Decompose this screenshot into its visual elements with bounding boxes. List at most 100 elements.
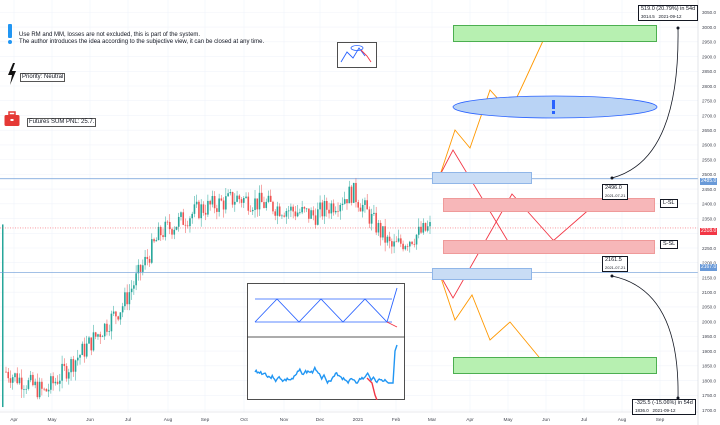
candle-body xyxy=(290,206,292,211)
candle-body xyxy=(429,222,431,227)
bottom-target-price: 1836.0 xyxy=(635,408,649,413)
connector-dot xyxy=(610,274,614,278)
candle-body xyxy=(213,196,216,209)
bull-projection-path xyxy=(439,29,549,176)
x-tick-label: Jun xyxy=(86,417,94,423)
candle-body xyxy=(202,204,205,213)
bear-projection-path xyxy=(439,274,549,369)
candle-body xyxy=(328,209,330,214)
candle-body xyxy=(110,313,113,332)
candle-body xyxy=(18,377,21,384)
candle-body xyxy=(388,236,391,242)
candle-body xyxy=(287,210,290,212)
candle-body xyxy=(352,182,355,203)
x-tick-label: Apr xyxy=(466,417,474,423)
long-sl-date: 2021-07-21 xyxy=(605,193,626,198)
candle-body xyxy=(133,285,135,289)
horizontal-levels xyxy=(0,178,698,273)
candle-body xyxy=(36,381,39,398)
candle-body xyxy=(225,196,227,210)
candle-body xyxy=(142,265,144,272)
candle-body xyxy=(184,224,187,226)
candle-body xyxy=(218,198,220,212)
candle-body xyxy=(391,241,393,247)
exclamation-icon-dot xyxy=(552,111,555,114)
candlestick-series xyxy=(2,177,431,408)
candle-body xyxy=(359,207,362,212)
candle-body xyxy=(285,210,288,217)
x-tick-label: Aug xyxy=(618,417,627,423)
y-tick-label: 2200.0 xyxy=(702,261,716,266)
candle-body xyxy=(263,202,265,208)
candle-body xyxy=(175,226,178,230)
candle-body xyxy=(254,198,256,210)
candle-body xyxy=(83,343,86,357)
candle-body xyxy=(9,378,12,383)
candle-body xyxy=(151,239,153,263)
candle-body xyxy=(173,229,176,235)
connector-dot xyxy=(610,176,614,180)
candle-body xyxy=(101,336,104,338)
short-sl-zone xyxy=(443,240,655,254)
candle-body xyxy=(168,221,171,230)
time-axis: Apr May Jun Jul Aug Sep Oct Nov Dec 2021 Feb Mar Apr… xyxy=(0,411,698,423)
candle-body xyxy=(424,223,427,231)
y-tick-label: 2100.0 xyxy=(702,290,716,295)
candle-body xyxy=(108,331,110,333)
candle-body xyxy=(106,323,108,332)
candle-body xyxy=(59,380,61,384)
connector-dot xyxy=(676,26,680,30)
briefcase-icon xyxy=(4,111,20,126)
candle-body xyxy=(234,201,236,205)
x-tick-label: Mar xyxy=(428,417,437,423)
candle-body xyxy=(45,388,48,392)
candle-body xyxy=(54,381,57,384)
candle-body xyxy=(27,380,30,389)
x-tick-label: May xyxy=(503,417,513,423)
priority-label: Priority: Neutral xyxy=(20,73,66,82)
y-tick-label: 3050.0 xyxy=(702,10,716,15)
candle-body xyxy=(256,198,259,210)
short-sl-date: 2021-07-21 xyxy=(605,265,626,270)
candle-body xyxy=(368,209,371,224)
candle-body xyxy=(52,376,54,384)
candle-body xyxy=(406,246,409,247)
candle-body xyxy=(377,222,380,233)
candle-body xyxy=(236,195,238,202)
candle-body xyxy=(171,229,173,235)
candle-body xyxy=(38,381,41,398)
candle-body xyxy=(43,388,45,390)
target-ellipse xyxy=(452,95,658,119)
candle-body xyxy=(126,292,128,305)
candle-body xyxy=(180,212,182,217)
candle-body xyxy=(191,213,194,219)
candle-body xyxy=(299,212,301,214)
candle-body xyxy=(81,343,84,356)
short-sl-price: 2161.5 xyxy=(605,257,622,263)
bottom-target-change: -325.5 (-15.06%) in 54d xyxy=(635,400,693,406)
info-icon xyxy=(8,24,12,38)
connector-dot xyxy=(676,396,680,400)
x-tick-label: Sep xyxy=(656,417,665,423)
x-tick-label: Oct xyxy=(240,417,248,423)
price-tag-lower: 2167.0 xyxy=(700,264,718,271)
y-tick-label: 2150.0 xyxy=(702,275,716,280)
candle-body xyxy=(321,202,324,217)
candle-body xyxy=(265,201,268,208)
candle-body xyxy=(128,292,131,305)
long-sl-price: 2496.0 xyxy=(605,185,622,191)
y-tick-label: 1750.0 xyxy=(702,393,716,398)
candle-body xyxy=(216,208,218,212)
candle-body xyxy=(14,373,16,378)
candle-body xyxy=(417,226,420,235)
candle-body xyxy=(348,186,351,204)
candle-body xyxy=(382,226,384,238)
candle-body xyxy=(231,192,234,205)
candle-body xyxy=(32,374,34,386)
candle-body xyxy=(281,215,283,217)
candle-body xyxy=(413,243,416,245)
candle-body xyxy=(267,195,270,202)
candle-body xyxy=(278,206,281,217)
candle-body xyxy=(350,186,353,203)
candle-body xyxy=(97,334,99,337)
